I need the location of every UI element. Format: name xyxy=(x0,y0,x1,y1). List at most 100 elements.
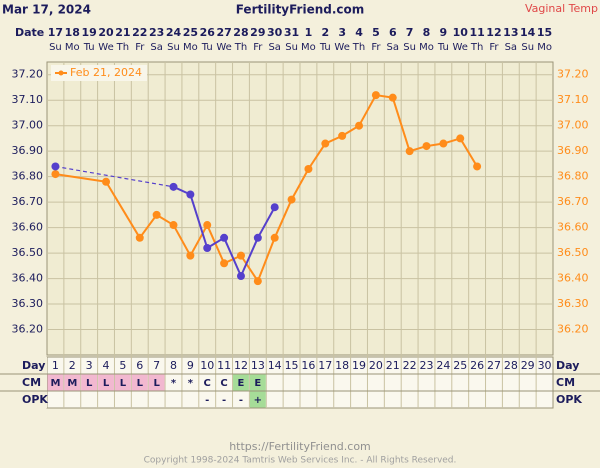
cm-cell xyxy=(233,374,249,391)
day-label: 20 xyxy=(369,359,383,372)
legend-marker xyxy=(58,70,64,76)
cm-label: L xyxy=(103,378,110,389)
date-label: 24 xyxy=(166,26,182,39)
data-point xyxy=(456,134,465,143)
data-point xyxy=(338,131,347,140)
table-left xyxy=(0,357,47,408)
day-label: 29 xyxy=(521,359,535,372)
weekday-label: We xyxy=(216,42,231,53)
data-point xyxy=(304,165,313,174)
y2-tick-label: 37.20 xyxy=(557,68,589,81)
data-point xyxy=(371,91,380,100)
weekday-label: Fr xyxy=(135,42,145,53)
date-label: 1 xyxy=(305,26,313,39)
series-segment xyxy=(459,137,478,167)
date-label: 12 xyxy=(486,26,501,39)
y-tick-label: 37.10 xyxy=(12,93,44,106)
weekday-label: Mo xyxy=(183,42,198,53)
data-point xyxy=(102,177,111,186)
day-row-label-right: Day xyxy=(556,359,579,372)
date-label: 2 xyxy=(321,26,329,39)
temp-type: Vaginal Temp xyxy=(525,2,598,15)
data-point xyxy=(152,210,161,219)
data-point xyxy=(405,147,414,156)
weekday-label: We xyxy=(98,42,113,53)
day-label: 5 xyxy=(119,359,126,372)
series-segment xyxy=(172,224,192,257)
day-label: 22 xyxy=(403,359,417,372)
data-point xyxy=(422,142,431,151)
data-point xyxy=(203,243,212,252)
weekday-label: Sa xyxy=(268,42,280,53)
y-tick-label: 37.00 xyxy=(12,119,44,132)
date-label: 3 xyxy=(338,26,346,39)
data-point xyxy=(355,121,364,130)
date-label: 29 xyxy=(250,26,265,39)
day-label: 23 xyxy=(420,359,434,372)
opk-label: - xyxy=(205,395,209,406)
weekday-label: Tu xyxy=(201,42,213,53)
date-label: 30 xyxy=(267,26,283,39)
day-label: 8 xyxy=(170,359,177,372)
data-point xyxy=(473,162,482,171)
date-label: 4 xyxy=(355,26,363,39)
weekday-label: Th xyxy=(352,42,365,53)
day-label: 7 xyxy=(153,359,160,372)
data-point xyxy=(169,182,178,191)
data-point xyxy=(169,221,178,230)
cm-cell xyxy=(249,374,266,391)
opk-label: + xyxy=(254,395,262,406)
date-label: 8 xyxy=(423,26,431,39)
date-label: 10 xyxy=(453,26,469,39)
day-label: 15 xyxy=(285,359,299,372)
data-point xyxy=(51,170,60,179)
legend-label: Feb 21, 2024 xyxy=(70,66,142,79)
date-label: 28 xyxy=(233,26,248,39)
data-point xyxy=(203,221,212,230)
cm-label: M xyxy=(67,378,77,389)
date-label: 13 xyxy=(503,26,518,39)
footer-copyright: Copyright 1998-2024 Tamtris Web Services… xyxy=(144,456,457,466)
cm-label: L xyxy=(137,378,144,389)
weekday-label: Mo xyxy=(537,42,552,53)
day-label: 24 xyxy=(436,359,450,372)
legend-box xyxy=(51,65,147,81)
weekday-label: Su xyxy=(49,42,62,53)
data-point xyxy=(220,259,229,268)
series-segment xyxy=(189,194,209,249)
date-label: 9 xyxy=(440,26,448,39)
date-row-label: Date xyxy=(15,26,44,39)
date-label: 18 xyxy=(65,26,80,39)
series-segment xyxy=(55,165,174,188)
weekday-label: Su xyxy=(521,42,534,53)
series-segment xyxy=(55,173,107,183)
day-row-label: Day xyxy=(22,359,45,372)
cm-cell xyxy=(64,374,81,391)
date-label: 26 xyxy=(200,26,216,39)
weekday-label: Mo xyxy=(65,42,80,53)
y-tick-label: 36.90 xyxy=(12,144,44,157)
cm-label: L xyxy=(120,378,127,389)
site-title: FertilityFriend.com xyxy=(236,3,365,17)
weekday-label: Su xyxy=(285,42,298,53)
weekday-label: Fr xyxy=(371,42,381,53)
cm-label: E xyxy=(254,378,261,389)
day-label: 6 xyxy=(136,359,143,372)
y-tick-label: 37.20 xyxy=(12,68,44,81)
y-tick-label: 36.30 xyxy=(12,297,44,310)
weekday-label: Sa xyxy=(505,42,517,53)
series-segment xyxy=(189,224,209,257)
weekday-label: Su xyxy=(403,42,416,53)
cm-cell xyxy=(98,374,114,391)
series-segment xyxy=(223,237,242,277)
data-point xyxy=(51,162,60,171)
day-label: 9 xyxy=(187,359,194,372)
cm-label: C xyxy=(220,378,227,389)
weekday-label: Fr xyxy=(253,42,263,53)
y-tick-label: 36.50 xyxy=(12,246,44,259)
date-label: 6 xyxy=(389,26,397,39)
date-label: 11 xyxy=(469,26,484,39)
day-label: 25 xyxy=(453,359,467,372)
series-segment xyxy=(206,224,226,264)
y2-tick-label: 36.60 xyxy=(557,221,589,234)
